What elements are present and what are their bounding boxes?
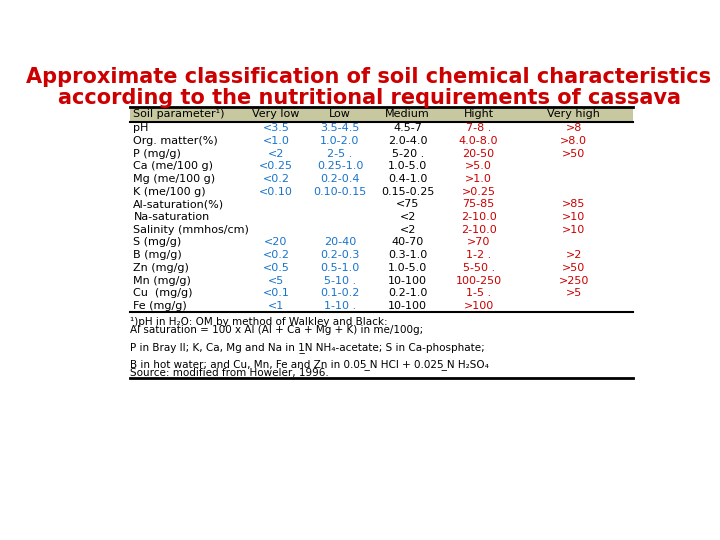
Text: 20-40: 20-40 — [324, 238, 356, 247]
Text: 3.5-4.5: 3.5-4.5 — [320, 123, 359, 133]
Text: <3.5: <3.5 — [263, 123, 289, 133]
Text: >8: >8 — [565, 123, 582, 133]
Text: Al-saturation(%): Al-saturation(%) — [133, 199, 225, 210]
Text: <0.1: <0.1 — [263, 288, 289, 298]
Text: <0.2: <0.2 — [263, 250, 289, 260]
Text: B in hot water; and Cu, Mn, Fe and Zn in 0.05 ̲N HCl + 0.025 ̲N H₂SO₄: B in hot water; and Cu, Mn, Fe and Zn in… — [130, 359, 489, 370]
Text: 0.2-1.0: 0.2-1.0 — [388, 288, 428, 298]
Text: 0.2-0.3: 0.2-0.3 — [320, 250, 359, 260]
Text: 0.25-1.0: 0.25-1.0 — [317, 161, 363, 171]
Text: 0.5-1.0: 0.5-1.0 — [320, 263, 359, 273]
Text: >85: >85 — [562, 199, 585, 210]
Text: Medium: Medium — [385, 110, 430, 119]
Text: 1-2 .: 1-2 . — [466, 250, 491, 260]
Text: >100: >100 — [464, 301, 494, 311]
Text: Salinity (mmhos/cm): Salinity (mmhos/cm) — [133, 225, 249, 235]
Text: <20: <20 — [264, 238, 288, 247]
Text: >0.25: >0.25 — [462, 187, 495, 197]
Text: 0.4-1.0: 0.4-1.0 — [388, 174, 428, 184]
Text: 1.0-2.0: 1.0-2.0 — [320, 136, 359, 146]
Text: 2.0-4.0: 2.0-4.0 — [388, 136, 428, 146]
Text: pH: pH — [133, 123, 149, 133]
Text: >5: >5 — [565, 288, 582, 298]
Text: 1.0-5.0: 1.0-5.0 — [388, 263, 428, 273]
Text: 0.2-0.4: 0.2-0.4 — [320, 174, 360, 184]
Text: 5-20 .: 5-20 . — [392, 148, 424, 159]
Text: 1-10 .: 1-10 . — [324, 301, 356, 311]
Text: Cu  (mg/g): Cu (mg/g) — [133, 288, 193, 298]
Text: 4.5-7: 4.5-7 — [393, 123, 422, 133]
Text: >10: >10 — [562, 212, 585, 222]
Text: 40-70: 40-70 — [392, 238, 424, 247]
Text: 0.10-0.15: 0.10-0.15 — [313, 187, 366, 197]
Text: <0.2: <0.2 — [263, 174, 289, 184]
Bar — [130, 107, 632, 122]
Text: Na-saturation: Na-saturation — [133, 212, 210, 222]
Text: 100-250: 100-250 — [456, 275, 502, 286]
Text: 10-100: 10-100 — [388, 301, 427, 311]
Text: 0.15-0.25: 0.15-0.25 — [381, 187, 434, 197]
Text: Mg (me/100 g): Mg (me/100 g) — [133, 174, 215, 184]
Text: Source: modified from Howeler, 1996.: Source: modified from Howeler, 1996. — [130, 368, 329, 378]
Text: <0.25: <0.25 — [259, 161, 293, 171]
Text: B (mg/g): B (mg/g) — [133, 250, 182, 260]
Text: >50: >50 — [562, 148, 585, 159]
Text: 0.3-1.0: 0.3-1.0 — [388, 250, 428, 260]
Text: <2: <2 — [400, 225, 416, 235]
Text: >10: >10 — [562, 225, 585, 235]
Text: Fe (mg/g): Fe (mg/g) — [133, 301, 187, 311]
Text: 2-10.0: 2-10.0 — [461, 212, 497, 222]
Text: 10-100: 10-100 — [388, 275, 427, 286]
Text: >50: >50 — [562, 263, 585, 273]
Text: P in Bray II; K, Ca, Mg and Na in 1̲N NH₄-acetate; S in Ca-phosphate;: P in Bray II; K, Ca, Mg and Na in 1̲N NH… — [130, 342, 485, 353]
Text: P (mg/g): P (mg/g) — [133, 148, 181, 159]
Text: 20-50: 20-50 — [463, 148, 495, 159]
Text: <1.0: <1.0 — [263, 136, 289, 146]
Text: >8.0: >8.0 — [560, 136, 587, 146]
Text: <2: <2 — [400, 212, 416, 222]
Text: Approximate classification of soil chemical characteristics: Approximate classification of soil chemi… — [27, 67, 711, 87]
Text: <2: <2 — [268, 148, 284, 159]
Text: >70: >70 — [467, 238, 490, 247]
Text: ¹)pH in H₂O: OM by method of Walkley and Black:: ¹)pH in H₂O: OM by method of Walkley and… — [130, 317, 388, 327]
Text: S (mg/g): S (mg/g) — [133, 238, 181, 247]
Text: Mn (mg/g): Mn (mg/g) — [133, 275, 192, 286]
Text: 75-85: 75-85 — [462, 199, 495, 210]
Text: Hight: Hight — [464, 110, 494, 119]
Text: >5.0: >5.0 — [465, 161, 492, 171]
Text: 4.0-8.0: 4.0-8.0 — [459, 136, 498, 146]
Text: 5-10 .: 5-10 . — [324, 275, 356, 286]
Text: Org. matter(%): Org. matter(%) — [133, 136, 218, 146]
Text: 1.0-5.0: 1.0-5.0 — [388, 161, 428, 171]
Text: Soil parameter¹): Soil parameter¹) — [133, 110, 225, 119]
Text: Zn (mg/g): Zn (mg/g) — [133, 263, 189, 273]
Text: Very low: Very low — [252, 110, 300, 119]
Text: Ca (me/100 g): Ca (me/100 g) — [133, 161, 213, 171]
Text: <75: <75 — [396, 199, 420, 210]
Text: 1-5 .: 1-5 . — [466, 288, 491, 298]
Text: 2-5 .: 2-5 . — [328, 148, 353, 159]
Text: K (me/100 g): K (me/100 g) — [133, 187, 206, 197]
Text: 7-8 .: 7-8 . — [466, 123, 491, 133]
Text: Low: Low — [329, 110, 351, 119]
Text: 2-10.0: 2-10.0 — [461, 225, 497, 235]
Text: >250: >250 — [559, 275, 589, 286]
Text: <1: <1 — [268, 301, 284, 311]
Text: <0.10: <0.10 — [259, 187, 293, 197]
Text: >1.0: >1.0 — [465, 174, 492, 184]
Text: Very high: Very high — [547, 110, 600, 119]
Text: 0.1-0.2: 0.1-0.2 — [320, 288, 359, 298]
Text: >2: >2 — [565, 250, 582, 260]
Text: according to the nutritional requirements of cassava: according to the nutritional requirement… — [58, 88, 680, 108]
Text: 5-50 .: 5-50 . — [463, 263, 495, 273]
Text: <0.5: <0.5 — [263, 263, 289, 273]
Text: <5: <5 — [268, 275, 284, 286]
Text: Al saturation = 100 x Al (Al + Ca + Mg + K) in me/100g;: Al saturation = 100 x Al (Al + Ca + Mg +… — [130, 326, 423, 335]
